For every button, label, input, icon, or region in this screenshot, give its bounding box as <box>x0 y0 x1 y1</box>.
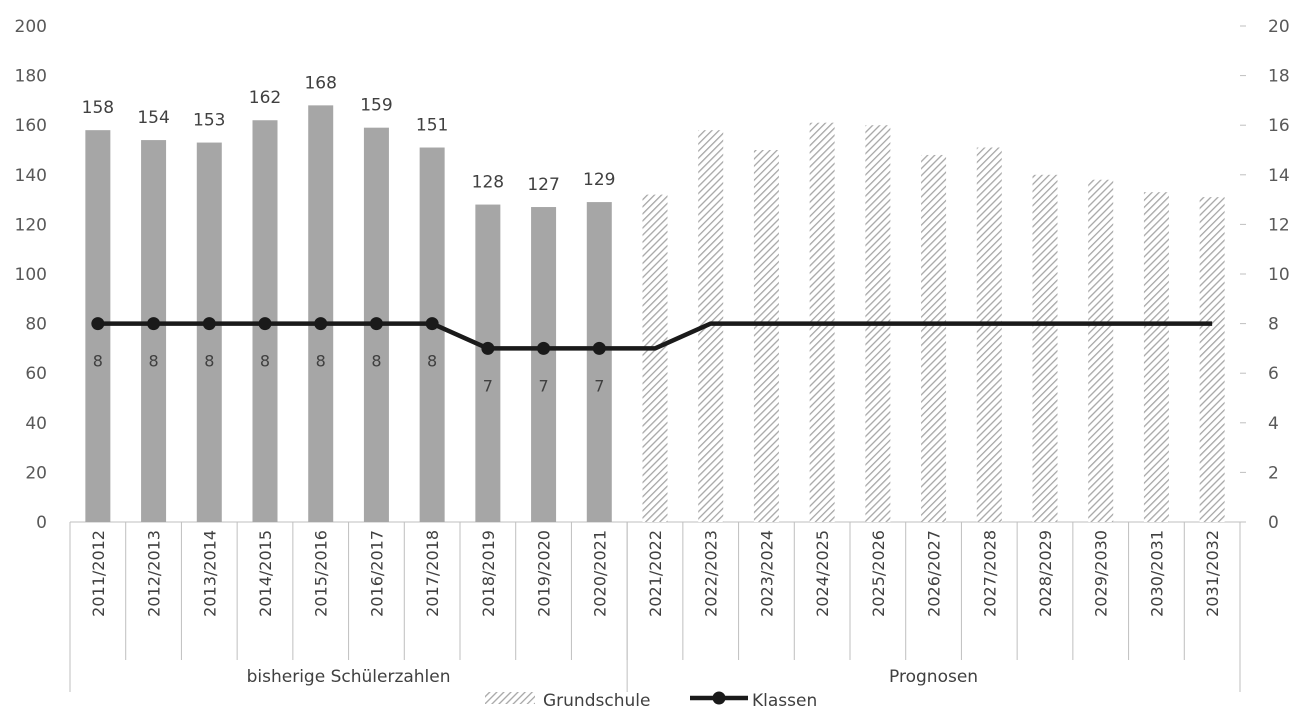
bar <box>308 105 334 523</box>
bar-data-label: 153 <box>193 111 225 131</box>
bar <box>642 194 668 522</box>
x-tick-label: 2012/2013 <box>145 530 164 617</box>
legend-marker-klassen <box>712 691 726 705</box>
klassen-data-label: 8 <box>427 352 437 371</box>
klassen-data-label: 8 <box>316 352 326 371</box>
x-tick-label: 2023/2024 <box>757 530 776 617</box>
y-right-tick-label: 18 <box>1268 67 1290 87</box>
x-tick-label: 2013/2014 <box>200 530 219 617</box>
klassen-marker <box>369 317 383 331</box>
y-right-tick-label: 8 <box>1268 315 1279 335</box>
klassen-data-label: 8 <box>148 352 158 371</box>
y-right-tick-label: 4 <box>1268 414 1279 434</box>
klassen-data-label: 8 <box>371 352 381 371</box>
klassen-data-label: 7 <box>483 376 493 395</box>
y-left-tick-label: 60 <box>25 364 47 384</box>
y-right-tick-label: 2 <box>1268 463 1279 483</box>
klassen-marker <box>91 317 105 331</box>
y-right-tick-label: 12 <box>1268 215 1290 235</box>
x-tick-label: 2016/2017 <box>367 530 386 617</box>
bar-data-label: 154 <box>137 108 169 128</box>
group-label: Prognosen <box>889 667 978 687</box>
y-right-tick-label: 14 <box>1268 166 1290 186</box>
klassen-marker <box>258 317 272 331</box>
klassen-marker <box>425 317 439 331</box>
x-tick-label: 2022/2023 <box>702 530 721 617</box>
legend-label-grundschule: Grundschule <box>543 691 650 708</box>
group-label: bisherige Schülerzahlen <box>247 667 451 687</box>
x-tick-label: 2021/2022 <box>646 530 665 617</box>
bar <box>141 140 167 522</box>
bar <box>976 147 1002 522</box>
y-right-tick-label: 6 <box>1268 364 1279 384</box>
x-tick-label: 2015/2016 <box>312 530 331 617</box>
klassen-marker <box>592 341 606 355</box>
y-right-tick-label: 16 <box>1268 116 1290 136</box>
bar <box>1143 192 1169 522</box>
x-tick-label: 2025/2026 <box>869 530 888 617</box>
x-tick-label: 2029/2030 <box>1092 530 1111 617</box>
bar <box>196 142 222 522</box>
bar-data-label: 162 <box>249 88 281 108</box>
klassen-marker <box>202 317 216 331</box>
x-tick-label: 2024/2025 <box>813 530 832 617</box>
y-left-tick-label: 0 <box>36 513 47 533</box>
klassen-data-label: 7 <box>594 376 604 395</box>
bar <box>1032 174 1058 523</box>
bar <box>531 207 557 523</box>
x-tick-label: 2028/2029 <box>1036 530 1055 617</box>
bar-data-label: 129 <box>583 170 615 190</box>
y-left-tick-label: 100 <box>15 265 47 285</box>
x-tick-label: 2031/2032 <box>1203 530 1222 617</box>
x-tick-label: 2030/2031 <box>1147 530 1166 617</box>
x-tick-label: 2014/2015 <box>256 530 275 617</box>
klassen-marker <box>481 341 495 355</box>
bar <box>586 202 612 522</box>
y-right-tick-label: 10 <box>1268 265 1290 285</box>
klassen-data-label: 7 <box>538 376 548 395</box>
x-tick-label: 2026/2027 <box>925 530 944 617</box>
klassen-marker <box>537 341 551 355</box>
bar-data-label: 158 <box>82 98 114 118</box>
bar <box>1199 197 1225 522</box>
x-tick-label: 2020/2021 <box>590 530 609 617</box>
y-left-tick-label: 20 <box>25 463 47 483</box>
x-tick-label: 2019/2020 <box>535 530 554 617</box>
bar <box>753 150 779 522</box>
bar <box>419 147 445 522</box>
klassen-marker <box>147 317 161 331</box>
bar-data-label: 127 <box>527 175 559 195</box>
legend-label-klassen: Klassen <box>752 691 817 708</box>
x-tick-label: 2017/2018 <box>423 530 442 617</box>
y-left-tick-label: 160 <box>15 116 47 136</box>
y-right-tick-label: 0 <box>1268 513 1279 533</box>
klassen-marker <box>314 317 328 331</box>
y-left-tick-label: 40 <box>25 414 47 434</box>
bar <box>475 204 501 522</box>
klassen-data-label: 8 <box>93 352 103 371</box>
y-left-tick-label: 80 <box>25 315 47 335</box>
bar-data-label: 128 <box>472 173 504 193</box>
bar <box>1088 179 1114 522</box>
klassen-line <box>97 321 1213 351</box>
bar-data-label: 159 <box>360 96 392 116</box>
y-left-tick-label: 120 <box>15 215 47 235</box>
legend-swatch-grundschule <box>485 692 535 704</box>
y-left-tick-label: 180 <box>15 67 47 87</box>
bar-data-label: 151 <box>416 116 448 136</box>
y-right-tick-label: 20 <box>1268 17 1290 37</box>
klassen-data-label: 8 <box>260 352 270 371</box>
x-tick-label: 2018/2019 <box>479 530 498 617</box>
bar-data-label: 168 <box>304 73 336 93</box>
y-left-tick-label: 200 <box>15 17 47 37</box>
x-tick-label: 2011/2012 <box>89 530 108 617</box>
bar <box>921 154 947 522</box>
x-tick-label: 2027/2028 <box>980 530 999 617</box>
y-left-tick-label: 140 <box>15 166 47 186</box>
klassen-data-label: 8 <box>204 352 214 371</box>
